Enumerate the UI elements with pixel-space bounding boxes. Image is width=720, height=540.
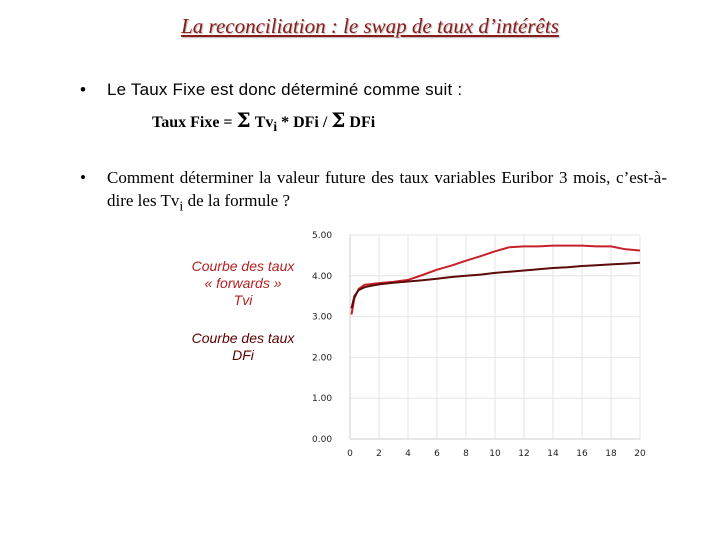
sigma-symbol: Σ — [236, 108, 251, 132]
bullet-marker-1: • — [80, 80, 87, 99]
fixed-rate-formula: Taux Fixe = Σ Tvi * DFi / Σ DFi — [152, 108, 375, 135]
series-line-forwards — [350, 244, 641, 315]
series-line-dfi — [350, 261, 641, 309]
x-tick-label-10: 20 — [634, 449, 646, 459]
x-tick-label-3: 6 — [434, 449, 440, 459]
y-tick-label-3: 3.00 — [312, 313, 332, 323]
x-tick-label-9: 18 — [605, 449, 617, 459]
formula-term-dfi: DFi — [349, 114, 376, 131]
x-tick-label-8: 16 — [576, 449, 588, 459]
bullet-2-subscript-i: i — [179, 198, 184, 215]
legend-forwards-line-3: Tvi — [233, 292, 253, 308]
bullet-2-text-before: Comment déterminer la valeur future des … — [107, 168, 667, 210]
x-tick-label-0: 0 — [347, 449, 353, 459]
bullet-1-text: Le Taux Fixe est donc déterminé comme su… — [107, 80, 463, 99]
bullet-2-text: Comment déterminer la valeur future des … — [107, 166, 667, 218]
sigma-symbol-2: Σ — [331, 108, 346, 132]
x-tick-label-4: 8 — [463, 449, 469, 459]
legend-forwards-line-2: « forwards » — [204, 275, 282, 291]
y-tick-label-0: 0.00 — [312, 435, 332, 445]
formula-term-tv: Tv — [254, 114, 274, 131]
x-tick-label-6: 12 — [518, 449, 529, 459]
formula-subscript-i: i — [273, 119, 278, 135]
slide-title: La reconciliation : le swap de taux d’in… — [181, 14, 559, 38]
x-tick-label-2: 4 — [405, 449, 411, 459]
legend-dfi-line-1: Courbe des taux — [191, 330, 295, 346]
legend-forwards: Courbe des taux « forwards » Tvi — [183, 258, 303, 309]
legend-dfi-line-2: DFi — [232, 347, 254, 363]
y-tick-label-1: 1.00 — [312, 394, 332, 404]
formula-middle: * DFi / — [277, 114, 332, 131]
legend-forwards-line-1: Courbe des taux — [191, 258, 295, 274]
y-tick-label-4: 4.00 — [312, 272, 332, 282]
y-tick-label-5: 5.00 — [312, 231, 332, 241]
formula-prefix: Taux Fixe = — [152, 114, 237, 131]
x-tick-label-7: 14 — [547, 449, 559, 459]
rates-chart: 0.00 1.00 2.00 3.00 4.00 5.00 0 2 4 6 8 10 12 14 16 18 2… — [312, 231, 646, 459]
x-tick-label-1: 2 — [376, 449, 382, 459]
bullet-marker-2: • — [80, 168, 86, 187]
x-tick-label-5: 10 — [489, 449, 501, 459]
bullet-2-text-after: de la formule ? — [183, 191, 291, 210]
legend-dfi: Courbe des taux DFi — [183, 330, 303, 364]
y-tick-label-2: 2.00 — [312, 353, 332, 363]
